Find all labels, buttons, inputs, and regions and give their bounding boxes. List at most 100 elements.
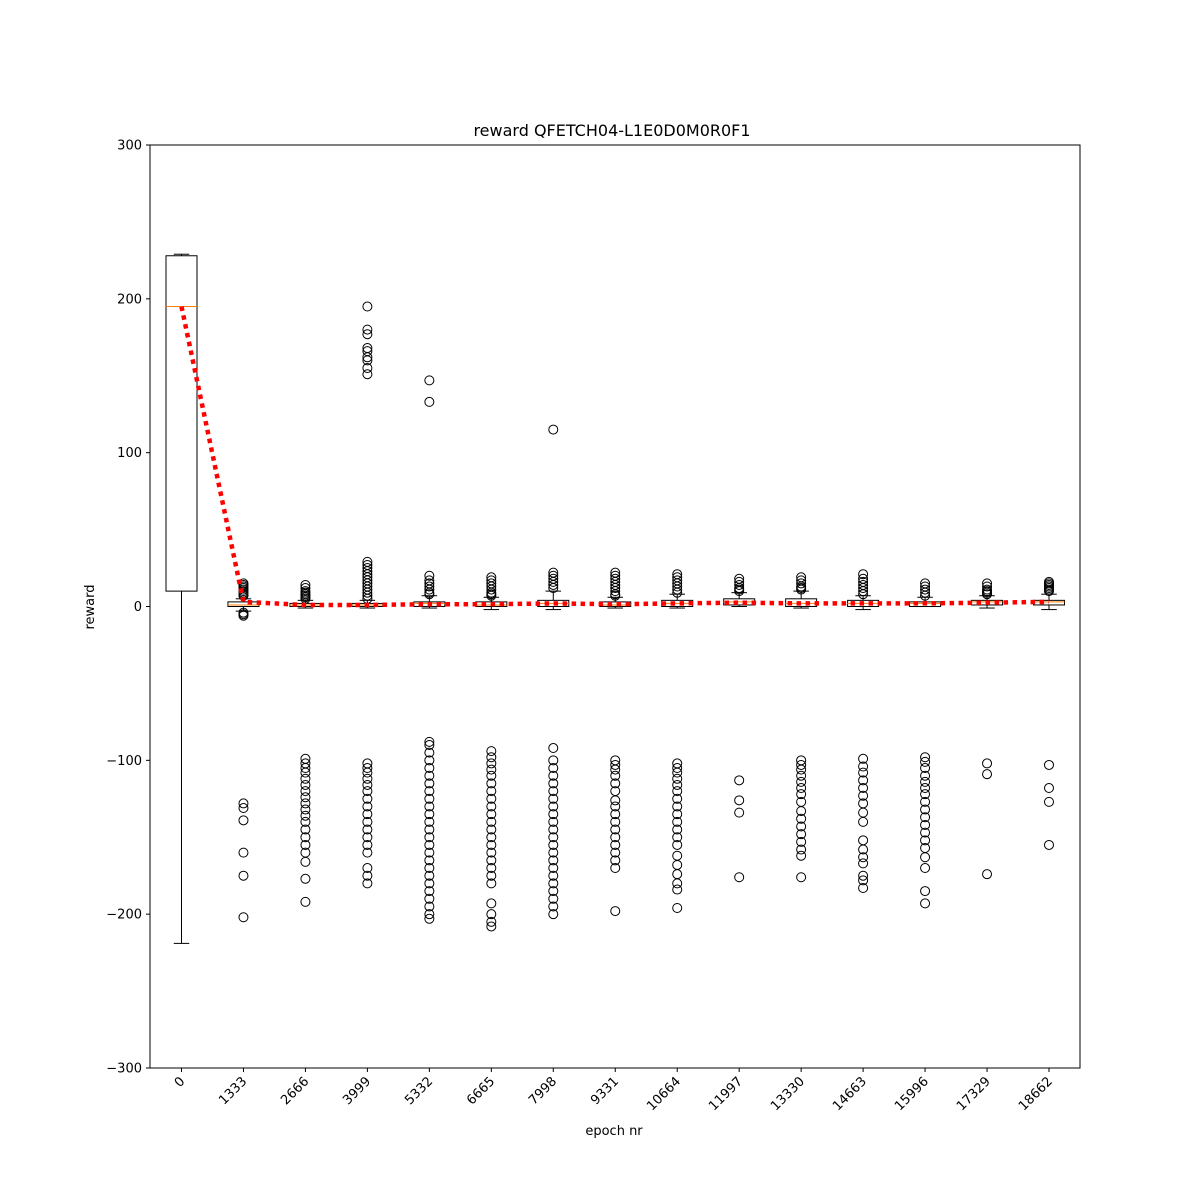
outlier-point <box>610 778 621 789</box>
outlier-point <box>424 584 435 595</box>
box-group <box>599 567 632 917</box>
outlier-point <box>424 375 435 386</box>
outlier-point <box>486 752 497 763</box>
x-tick-label: 5332 <box>402 1074 436 1108</box>
mean-trend-line <box>179 306 1050 608</box>
outlier-point <box>424 855 435 866</box>
outlier-point <box>362 816 373 827</box>
outlier-point <box>486 878 497 889</box>
outlier-point <box>796 789 807 800</box>
outlier-point <box>920 835 931 846</box>
outlier-point <box>486 778 497 789</box>
outlier-point <box>424 396 435 407</box>
outlier-point <box>548 855 559 866</box>
outlier-point <box>486 764 497 775</box>
outlier-point <box>300 767 311 778</box>
box-group <box>909 578 942 909</box>
outlier-point <box>486 855 497 866</box>
outlier-point <box>796 821 807 832</box>
outlier-point <box>486 584 497 595</box>
box-group <box>413 375 446 924</box>
outlier-point <box>672 839 683 850</box>
x-tick-label: 0 <box>172 1074 188 1090</box>
outlier-point <box>920 789 931 800</box>
outlier-point <box>982 769 993 780</box>
y-tick-label: 300 <box>117 139 142 154</box>
outlier-point <box>920 776 931 787</box>
outlier-point <box>858 775 869 786</box>
outlier-point <box>300 779 311 790</box>
box-group <box>475 572 508 932</box>
outlier-point <box>920 584 931 595</box>
x-tick-label: 9331 <box>588 1074 622 1108</box>
box-group <box>351 301 384 889</box>
outlier-point <box>486 921 497 932</box>
outlier-point <box>424 824 435 835</box>
outlier-point <box>672 587 683 598</box>
outlier-point <box>548 793 559 804</box>
outlier-point <box>920 812 931 823</box>
outlier-point <box>734 795 745 806</box>
outlier-point <box>734 775 745 786</box>
outlier-point <box>424 739 435 750</box>
outlier-point <box>672 793 683 804</box>
outlier-point <box>1044 759 1054 770</box>
outlier-point <box>672 767 683 778</box>
outlier-point <box>672 763 683 774</box>
outlier-point <box>920 783 931 794</box>
outlier-point <box>362 801 373 812</box>
box <box>227 601 260 608</box>
outlier-point <box>796 836 807 847</box>
outlier-point <box>424 755 435 766</box>
outlier-point <box>424 570 435 581</box>
outlier-point <box>238 847 249 858</box>
outlier-point <box>610 801 621 812</box>
outlier-point <box>300 804 311 815</box>
outlier-point <box>548 832 559 843</box>
outlier-point <box>300 773 311 784</box>
outlier-point <box>548 886 559 897</box>
x-axis-label: epoch nr <box>585 1124 643 1139</box>
outlier-point <box>548 743 559 754</box>
outlier-point <box>610 795 621 806</box>
box-group <box>1033 576 1065 850</box>
outlier-point <box>920 886 931 897</box>
outlier-point <box>362 863 373 874</box>
outlier-point <box>300 896 311 907</box>
outlier-point <box>424 581 435 592</box>
outlier-point <box>610 839 621 850</box>
outlier-point <box>548 901 559 912</box>
outlier-point <box>610 855 621 866</box>
outlier-point <box>734 579 745 590</box>
outlier-point <box>424 913 435 924</box>
outlier-point <box>362 587 373 598</box>
outlier-point <box>300 856 311 867</box>
outlier-point <box>610 770 621 781</box>
outlier-point <box>858 589 869 600</box>
outlier-point <box>486 863 497 874</box>
outlier-point <box>362 767 373 778</box>
outlier-point <box>920 804 931 815</box>
outlier-point <box>238 870 249 881</box>
box <box>165 255 198 592</box>
outlier-point <box>858 761 869 772</box>
outlier-point <box>858 883 869 894</box>
outlier-point <box>486 916 497 927</box>
box-group <box>537 424 570 920</box>
outlier-point <box>424 847 435 858</box>
outlier-point <box>362 878 373 889</box>
box-group <box>165 253 198 944</box>
outlier-point <box>300 786 311 797</box>
box-group <box>971 578 1004 880</box>
outlier-point <box>424 801 435 812</box>
outlier-point <box>424 770 435 781</box>
outlier-point <box>672 824 683 835</box>
outlier-point <box>486 824 497 835</box>
outlier-point <box>362 793 373 804</box>
outlier-point <box>858 583 869 594</box>
outlier-point <box>982 581 993 592</box>
outlier-point <box>424 832 435 843</box>
outlier-point <box>734 872 745 883</box>
x-tick-label: 10664 <box>644 1074 684 1114</box>
